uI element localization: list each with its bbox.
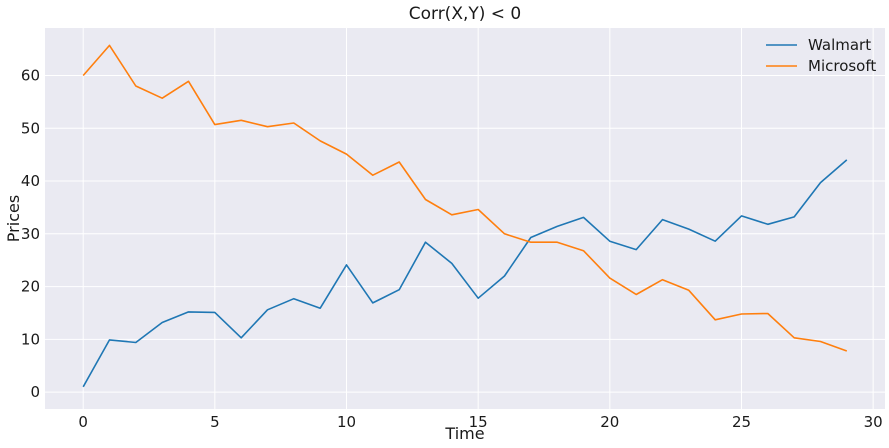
y-tick-label: 0 <box>30 383 40 401</box>
x-tick-label: 0 <box>78 413 88 431</box>
grid-lines <box>45 28 885 409</box>
tick-labels: 0 5 10 15 20 25 30 0 10 20 30 40 50 60 <box>21 66 883 431</box>
y-tick-label: 20 <box>21 278 40 296</box>
y-tick-label: 40 <box>21 172 40 190</box>
y-tick-label: 50 <box>21 119 40 137</box>
legend: Walmart Microsoft <box>766 36 876 75</box>
chart-title: Corr(X,Y) < 0 <box>409 4 522 24</box>
y-axis-label: Prices <box>4 195 23 242</box>
legend-label-microsoft: Microsoft <box>808 57 876 75</box>
plot-area <box>45 28 885 409</box>
y-tick-label: 30 <box>21 225 40 243</box>
x-tick-label: 5 <box>210 413 220 431</box>
series-line-walmart <box>82 159 848 388</box>
legend-label-walmart: Walmart <box>808 36 871 54</box>
y-tick-label: 60 <box>21 66 40 84</box>
x-axis-label: Time <box>444 424 484 443</box>
x-tick-label: 30 <box>864 413 883 431</box>
x-tick-label: 15 <box>469 413 488 431</box>
series-line-microsoft <box>82 44 848 352</box>
x-tick-label: 25 <box>732 413 751 431</box>
x-tick-label: 10 <box>337 413 356 431</box>
x-tick-label: 20 <box>600 413 619 431</box>
series-lines <box>82 44 848 388</box>
y-tick-label: 10 <box>21 330 40 348</box>
